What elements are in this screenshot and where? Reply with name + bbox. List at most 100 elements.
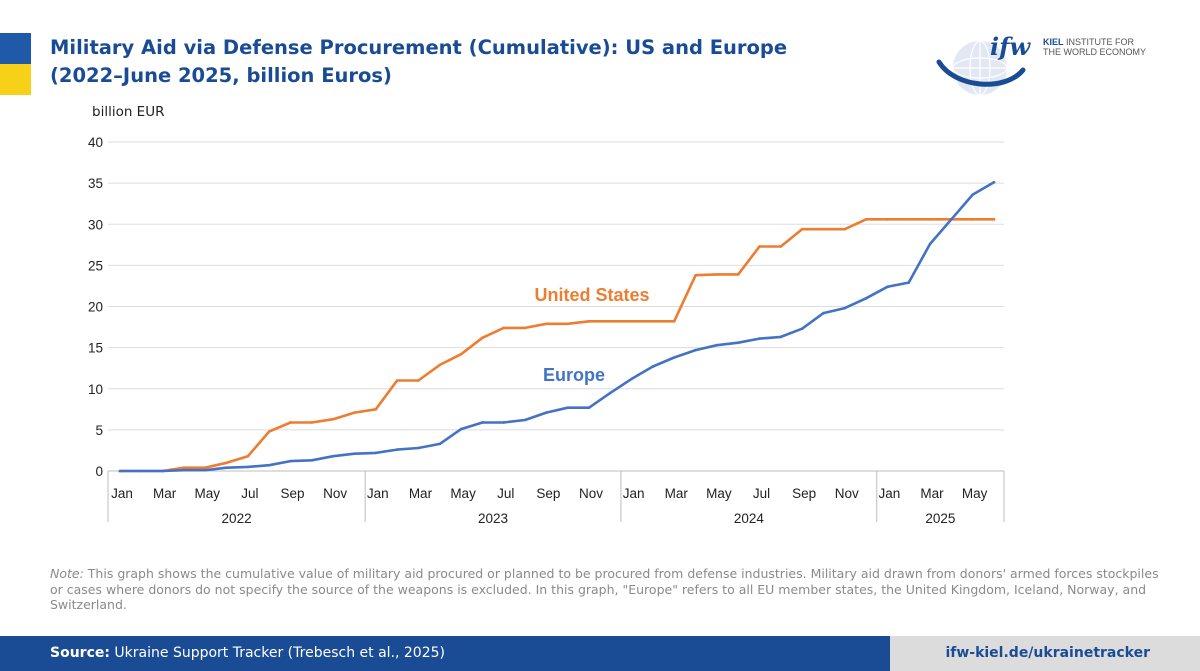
note-prefix: Note:	[50, 566, 84, 581]
data-point-united-states	[928, 218, 932, 221]
data-point-europe	[800, 327, 804, 331]
data-point-united-states	[758, 245, 761, 248]
y-axis-ticks: 0 5 10 15 20 25 30 35 40	[88, 135, 103, 479]
data-point-united-states	[736, 273, 740, 276]
source-label: Source:	[50, 645, 110, 661]
data-point-europe	[459, 427, 463, 431]
data-point-united-states	[502, 326, 506, 330]
series-label: United States	[534, 285, 649, 305]
data-point-europe	[864, 296, 868, 300]
data-point-europe	[289, 459, 292, 463]
y-tick-label: 10	[88, 382, 103, 397]
data-point-europe	[822, 311, 825, 315]
data-point-united-states	[672, 320, 676, 323]
x-tick-label: Jul	[241, 486, 258, 501]
data-point-europe	[395, 448, 399, 451]
data-point-united-states	[182, 466, 186, 470]
y-tick-label: 20	[88, 300, 103, 315]
logo-line2: THE WORLD ECONOMY	[1043, 47, 1146, 57]
ifw-logo: ifw KIEL INSTITUTE FOR THE WORLD ECONOMY	[935, 30, 1165, 102]
data-point-europe	[886, 285, 889, 289]
data-point-europe	[630, 377, 633, 381]
data-point-united-states	[800, 227, 804, 231]
data-point-europe	[950, 218, 953, 221]
data-point-united-states	[907, 218, 911, 221]
chart-annotations: United States Europe	[534, 285, 649, 385]
globe-logo-icon: ifw KIEL INSTITUTE FOR THE WORLD ECONOMY	[936, 32, 1146, 96]
data-point-united-states	[246, 454, 250, 458]
footer-url-panel	[890, 636, 1200, 671]
x-tick-label: Mar	[920, 486, 944, 501]
footer-bar	[0, 636, 890, 671]
y-tick-label: 30	[88, 217, 103, 232]
y-tick-label: 40	[88, 135, 103, 150]
data-point-united-states	[331, 417, 335, 421]
data-point-europe	[694, 348, 697, 352]
data-point-europe	[481, 421, 484, 424]
data-point-europe	[779, 335, 783, 339]
x-tick-label: Jul	[497, 486, 514, 501]
data-point-europe	[267, 463, 271, 467]
data-point-europe	[566, 406, 569, 409]
data-point-united-states	[715, 273, 719, 276]
x-tick-label: May	[450, 486, 476, 501]
data-point-europe	[992, 181, 996, 184]
data-point-europe	[651, 365, 655, 368]
data-point-europe	[502, 421, 506, 424]
x-tick-label: May	[195, 486, 221, 501]
data-point-europe	[843, 306, 847, 310]
data-point-united-states	[545, 322, 548, 326]
logo-kiel: KIEL	[1043, 37, 1064, 47]
data-point-europe	[161, 469, 164, 473]
x-tick-label: Sep	[281, 486, 305, 501]
data-point-europe	[140, 469, 143, 473]
data-point-europe	[225, 466, 228, 470]
x-tick-label: Jan	[367, 486, 389, 501]
data-point-europe	[353, 452, 356, 456]
x-axis: Jan Mar May Jul Sep Nov Jan Mar May Jul Sep Nov Jan M…	[107, 471, 1005, 526]
data-point-united-states	[289, 421, 292, 424]
data-point-united-states	[630, 320, 633, 323]
data-point-europe	[758, 337, 761, 340]
data-point-united-states	[438, 363, 442, 367]
data-point-united-states	[992, 218, 996, 221]
y-axis-label: billion EUR	[92, 104, 165, 120]
data-point-europe	[417, 446, 420, 450]
year-label: 2023	[478, 511, 508, 526]
x-tick-label: Mar	[153, 486, 177, 501]
note-text: This graph shows the cumulative value of…	[50, 566, 1159, 612]
data-point-europe	[928, 242, 932, 246]
data-point-europe	[587, 406, 591, 409]
data-point-united-states	[353, 411, 356, 414]
data-point-united-states	[374, 408, 378, 411]
data-point-europe	[118, 469, 122, 473]
data-point-europe	[736, 341, 740, 344]
source-text: Ukraine Support Tracker (Trebesch et al.…	[114, 645, 445, 661]
data-point-europe	[715, 343, 719, 347]
chart-note: Note: This graph shows the cumulative va…	[50, 566, 1162, 613]
data-point-united-states	[203, 466, 207, 470]
x-tick-label: Mar	[665, 486, 689, 501]
x-tick-label: Jul	[753, 486, 770, 501]
series-line-europe	[118, 181, 996, 473]
data-point-europe	[203, 468, 207, 472]
logo-mark: ifw	[990, 32, 1031, 61]
year-label: 2024	[734, 511, 765, 526]
x-tick-label: Jan	[623, 486, 645, 501]
y-tick-label: 5	[95, 423, 103, 438]
data-point-united-states	[886, 218, 889, 221]
y-tick-label: 15	[88, 341, 103, 356]
y-tick-label: 35	[88, 176, 103, 191]
data-point-united-states	[310, 421, 314, 424]
data-point-united-states	[822, 227, 825, 231]
data-point-united-states	[587, 320, 591, 323]
year-label: 2022	[222, 511, 252, 526]
tracker-link[interactable]: ifw-kiel.de/ukrainetracker	[945, 645, 1150, 661]
data-point-europe	[545, 411, 548, 414]
data-point-europe	[182, 468, 186, 472]
data-point-united-states	[608, 320, 612, 323]
x-tick-label: Sep	[536, 486, 560, 501]
data-point-united-states	[779, 245, 783, 248]
flag-yellow-stripe	[0, 64, 31, 95]
series-label: Europe	[543, 365, 605, 385]
